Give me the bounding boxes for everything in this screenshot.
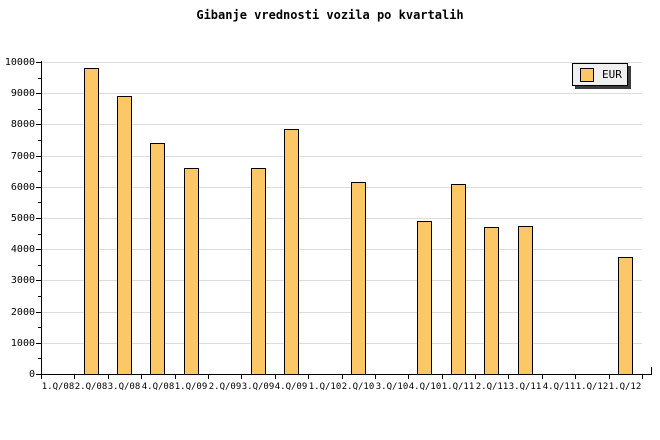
y-tick-minor bbox=[38, 327, 41, 328]
x-tick bbox=[342, 375, 343, 379]
x-tick-label: 4.Q/10 bbox=[408, 382, 442, 392]
y-tick-label: 6000 bbox=[10, 182, 35, 193]
gridline bbox=[41, 187, 642, 188]
y-tick-major bbox=[36, 156, 41, 157]
x-tick bbox=[108, 375, 109, 379]
x-tick bbox=[475, 375, 476, 379]
x-tick bbox=[241, 375, 242, 379]
y-tick-major bbox=[36, 280, 41, 281]
y-tick-minor bbox=[38, 140, 41, 141]
x-tick-label: 3.Q/09 bbox=[241, 382, 275, 392]
x-tick-label: 3.Q/08 bbox=[107, 382, 141, 392]
legend-swatch-icon bbox=[580, 67, 594, 82]
gridline bbox=[41, 156, 642, 157]
gridline bbox=[41, 249, 642, 250]
x-tick bbox=[609, 375, 610, 379]
x-tick-label: 2.Q/09 bbox=[208, 382, 242, 392]
y-tick-label: 1000 bbox=[10, 338, 35, 349]
bar bbox=[184, 168, 199, 374]
y-tick-minor bbox=[38, 171, 41, 172]
bar bbox=[150, 143, 165, 374]
gridline bbox=[41, 124, 642, 125]
gridline bbox=[41, 343, 642, 344]
x-tick bbox=[141, 375, 142, 379]
x-tick bbox=[542, 375, 543, 379]
x-tick bbox=[208, 375, 209, 379]
y-tick-minor bbox=[38, 358, 41, 359]
y-tick-major bbox=[36, 249, 41, 250]
x-tick-label: 3.Q/11 bbox=[508, 382, 542, 392]
y-tick-label: 7000 bbox=[10, 151, 35, 162]
bar bbox=[351, 182, 366, 374]
x-tick-label: 1.Q/09 bbox=[174, 382, 208, 392]
y-tick-label: 3000 bbox=[10, 275, 35, 286]
y-tick-major bbox=[36, 312, 41, 313]
bar bbox=[84, 68, 99, 374]
gridline bbox=[41, 280, 642, 281]
y-tick-major bbox=[36, 343, 41, 344]
x-tick-label: 1.Q/11 bbox=[441, 382, 475, 392]
x-tick-label: 4.Q/09 bbox=[274, 382, 308, 392]
y-tick-minor bbox=[38, 234, 41, 235]
y-tick-label: 5000 bbox=[10, 213, 35, 224]
x-tick-label: 1.Q/08 bbox=[41, 382, 75, 392]
gridline bbox=[41, 218, 642, 219]
y-tick-label: 9000 bbox=[10, 88, 35, 99]
x-tick bbox=[74, 375, 75, 379]
bar bbox=[484, 227, 499, 374]
x-tick-label: 1.Q/10 bbox=[308, 382, 342, 392]
gridline bbox=[41, 93, 642, 94]
y-tick-label: 0 bbox=[28, 369, 35, 380]
bar bbox=[451, 184, 466, 374]
x-tick bbox=[408, 375, 409, 379]
x-tick bbox=[41, 375, 42, 379]
y-tick-minor bbox=[38, 202, 41, 203]
x-tick-label: 4.Q/11 bbox=[542, 382, 576, 392]
bar bbox=[251, 168, 266, 374]
bar bbox=[117, 96, 132, 374]
y-tick-major bbox=[36, 218, 41, 219]
y-tick-major bbox=[36, 124, 41, 125]
x-tick-label: 1.Q/12 bbox=[575, 382, 609, 392]
x-axis-line bbox=[41, 374, 652, 375]
x-tick bbox=[375, 375, 376, 379]
y-tick-minor bbox=[38, 296, 41, 297]
x-tick bbox=[175, 375, 176, 379]
x-tick bbox=[642, 375, 643, 379]
legend-label: EUR bbox=[602, 68, 622, 81]
bar bbox=[284, 129, 299, 374]
gridline bbox=[41, 62, 642, 63]
x-tick-label: 4.Q/08 bbox=[141, 382, 175, 392]
y-tick-label: 10000 bbox=[4, 57, 35, 68]
y-tick-major bbox=[36, 93, 41, 94]
chart-title: Gibanje vrednosti vozila po kvartalih bbox=[196, 8, 464, 22]
x-tick bbox=[575, 375, 576, 379]
bar bbox=[518, 226, 533, 374]
legend: EUR bbox=[572, 63, 628, 86]
x-axis-end-tick bbox=[651, 367, 652, 374]
bar bbox=[618, 257, 633, 374]
y-tick-major bbox=[36, 187, 41, 188]
y-tick-major bbox=[36, 62, 41, 63]
x-tick bbox=[508, 375, 509, 379]
x-tick bbox=[308, 375, 309, 379]
y-tick-label: 4000 bbox=[10, 244, 35, 255]
x-tick-label: 3.Q/10 bbox=[375, 382, 409, 392]
x-tick-label: 2.Q/08 bbox=[74, 382, 108, 392]
x-tick bbox=[275, 375, 276, 379]
y-tick-label: 8000 bbox=[10, 119, 35, 130]
y-axis-line bbox=[41, 61, 42, 374]
y-tick-major bbox=[36, 374, 41, 375]
bar bbox=[417, 221, 432, 374]
x-tick-label: 2.Q/10 bbox=[341, 382, 375, 392]
gridline bbox=[41, 312, 642, 313]
x-tick bbox=[442, 375, 443, 379]
y-tick-minor bbox=[38, 265, 41, 266]
y-tick-minor bbox=[38, 109, 41, 110]
x-tick-label: 1.Q/12 bbox=[608, 382, 642, 392]
y-tick-minor bbox=[38, 78, 41, 79]
y-tick-label: 2000 bbox=[10, 307, 35, 318]
x-tick-label: 2.Q/11 bbox=[475, 382, 509, 392]
